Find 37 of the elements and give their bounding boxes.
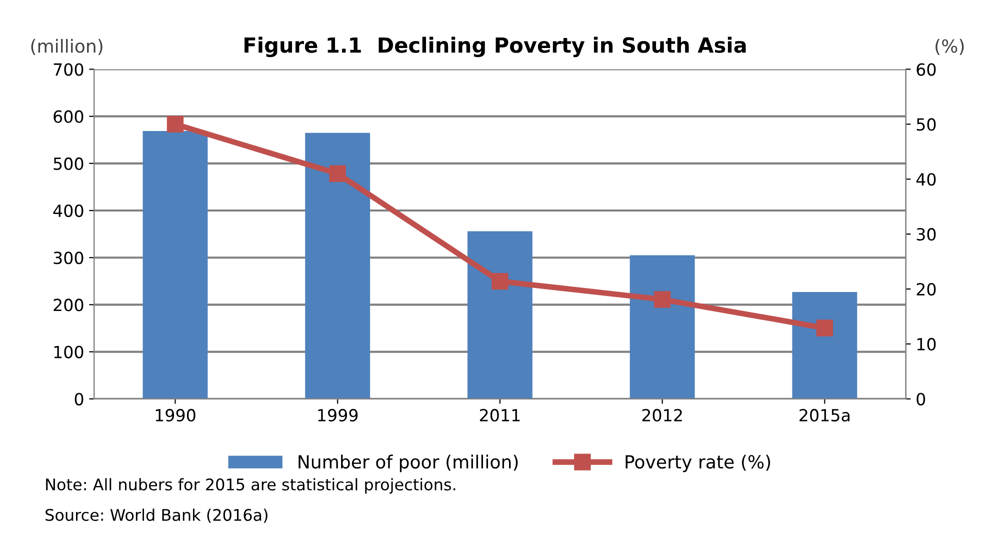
y2-tick-label: 30 [916,228,936,241]
text: Note: All nubers for 2015 are statistical projections. [46,478,456,494]
y-tick-label: 600 [54,110,84,123]
bar [305,132,370,399]
y2-tick-label: 0 [916,392,926,406]
y-axis-title: (million) [31,38,102,56]
y-tick-label: 200 [54,298,84,312]
y-tick-label: 400 [53,204,84,218]
x-tick-label: 2015a [800,408,850,422]
point [654,291,671,308]
bar [142,130,208,399]
legend-label: Number of poor (million) [298,454,518,472]
point [166,116,184,133]
x-tick-label: 2011 [480,408,520,422]
y-tick-label: 500 [54,157,84,170]
bar [792,292,858,399]
y-tick-label: 100 [54,346,84,358]
legend-label: Poverty rate (%) [626,454,770,472]
x-tick-label: 1999 [318,408,358,422]
point [492,272,508,290]
source-note: Source: World Bank (2016a) [46,508,268,523]
point [329,165,346,182]
y2-tick-label: 40 [916,173,936,186]
point [816,320,834,336]
chart-title: Figure 1.1 Declining Poverty in South Asia [244,36,746,58]
y2-tick-label: 60 [916,63,936,76]
x-tick-label: 2012 [642,408,682,422]
y-tick-label: 700 [54,63,84,76]
y2-axis-title: (%) [936,38,964,56]
bar [467,231,532,399]
bar [630,255,695,399]
y-tick-label: 300 [54,252,84,264]
x-tick-label: 1990 [156,408,196,422]
y2-tick-label: 20 [916,282,936,296]
y2-tick-label: 50 [916,118,936,131]
y2-tick-label: 10 [917,338,936,351]
y-tick-label: 0 [74,392,84,406]
